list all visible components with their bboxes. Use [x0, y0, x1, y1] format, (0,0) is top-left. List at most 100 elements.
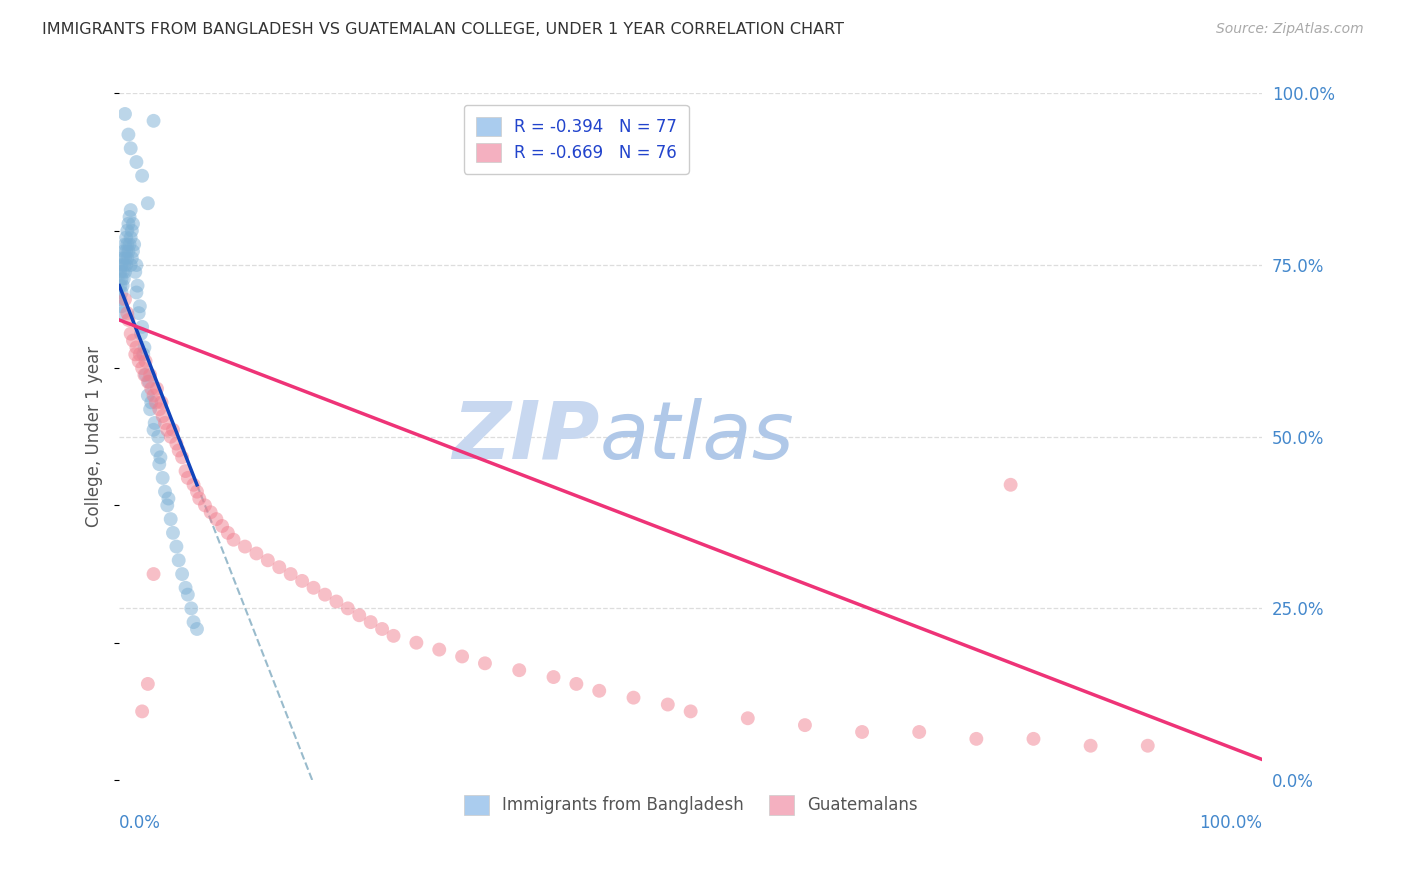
- Point: [159, 512, 181, 526]
- Point: [117, 224, 139, 238]
- Point: [134, 368, 156, 382]
- Point: [111, 265, 134, 279]
- Point: [120, 203, 142, 218]
- Point: [136, 375, 159, 389]
- Legend: Immigrants from Bangladesh, Guatemalans: Immigrants from Bangladesh, Guatemalans: [457, 789, 924, 822]
- Point: [117, 251, 139, 265]
- Point: [183, 615, 205, 629]
- Point: [177, 588, 200, 602]
- Point: [194, 499, 217, 513]
- Point: [143, 416, 166, 430]
- Point: [114, 237, 136, 252]
- Point: [117, 244, 139, 259]
- Point: [177, 471, 200, 485]
- Point: [125, 155, 148, 169]
- Point: [269, 560, 291, 574]
- Point: [543, 670, 565, 684]
- Point: [114, 265, 136, 279]
- Point: [314, 588, 336, 602]
- Point: [165, 540, 187, 554]
- Point: [205, 512, 228, 526]
- Point: [120, 141, 142, 155]
- Point: [336, 601, 359, 615]
- Point: [156, 499, 179, 513]
- Point: [139, 402, 162, 417]
- Point: [118, 210, 141, 224]
- Point: [114, 107, 136, 121]
- Point: [156, 423, 179, 437]
- Point: [657, 698, 679, 712]
- Point: [280, 567, 302, 582]
- Point: [141, 395, 163, 409]
- Point: [623, 690, 645, 705]
- Point: [120, 230, 142, 244]
- Point: [122, 217, 145, 231]
- Point: [117, 128, 139, 142]
- Point: [146, 430, 169, 444]
- Point: [157, 491, 180, 506]
- Point: [1136, 739, 1159, 753]
- Point: [131, 361, 153, 376]
- Point: [588, 683, 610, 698]
- Point: [167, 553, 190, 567]
- Point: [1080, 739, 1102, 753]
- Point: [172, 450, 194, 465]
- Point: [128, 306, 150, 320]
- Point: [474, 657, 496, 671]
- Point: [111, 278, 134, 293]
- Point: [111, 251, 134, 265]
- Point: [114, 293, 136, 307]
- Point: [508, 663, 530, 677]
- Point: [1022, 731, 1045, 746]
- Point: [127, 278, 149, 293]
- Point: [152, 471, 174, 485]
- Point: [136, 677, 159, 691]
- Point: [349, 608, 371, 623]
- Point: [142, 388, 165, 402]
- Point: [120, 326, 142, 341]
- Point: [115, 244, 138, 259]
- Point: [117, 306, 139, 320]
- Point: [153, 484, 176, 499]
- Point: [188, 491, 211, 506]
- Point: [180, 601, 202, 615]
- Text: 100.0%: 100.0%: [1199, 814, 1263, 832]
- Point: [291, 574, 314, 588]
- Point: [139, 368, 162, 382]
- Point: [679, 705, 702, 719]
- Point: [110, 285, 132, 300]
- Point: [165, 436, 187, 450]
- Point: [135, 368, 157, 382]
- Point: [153, 416, 176, 430]
- Point: [217, 525, 239, 540]
- Point: [125, 285, 148, 300]
- Point: [125, 258, 148, 272]
- Point: [737, 711, 759, 725]
- Point: [110, 265, 132, 279]
- Point: [122, 334, 145, 348]
- Point: [131, 705, 153, 719]
- Point: [382, 629, 405, 643]
- Point: [146, 382, 169, 396]
- Y-axis label: College, Under 1 year: College, Under 1 year: [86, 346, 103, 527]
- Point: [152, 409, 174, 423]
- Point: [132, 347, 155, 361]
- Point: [115, 230, 138, 244]
- Point: [245, 546, 267, 560]
- Text: ZIP: ZIP: [451, 398, 599, 475]
- Point: [110, 278, 132, 293]
- Point: [851, 725, 873, 739]
- Point: [122, 237, 145, 252]
- Point: [965, 731, 987, 746]
- Point: [183, 477, 205, 491]
- Point: [149, 450, 172, 465]
- Point: [112, 272, 135, 286]
- Point: [142, 567, 165, 582]
- Point: [122, 244, 145, 259]
- Point: [128, 347, 150, 361]
- Point: [115, 258, 138, 272]
- Text: Source: ZipAtlas.com: Source: ZipAtlas.com: [1216, 22, 1364, 37]
- Point: [110, 258, 132, 272]
- Point: [360, 615, 382, 629]
- Point: [233, 540, 256, 554]
